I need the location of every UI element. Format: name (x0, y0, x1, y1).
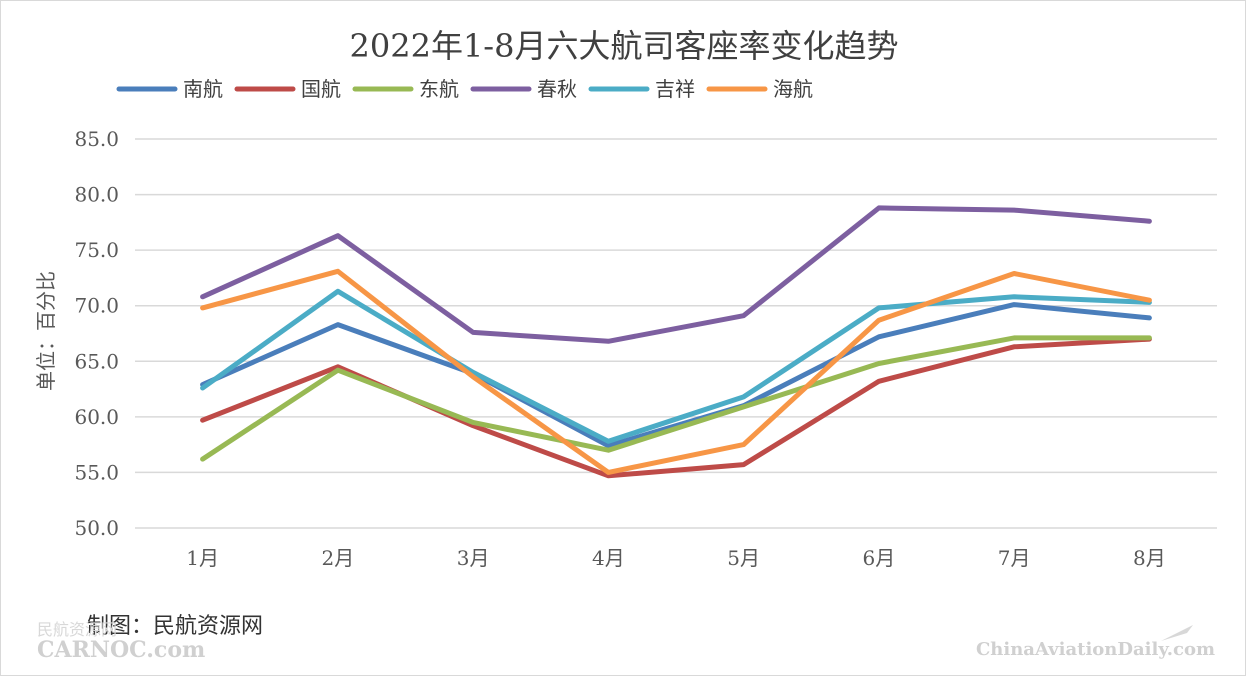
y-tick-label: 50.0 (74, 516, 119, 540)
legend-label: 海航 (773, 77, 813, 101)
x-tick-label: 4月 (592, 546, 625, 570)
legend-label: 国航 (301, 77, 341, 101)
y-axis-label: 单位：百分比 (34, 271, 58, 391)
legend-item: 东航 (352, 77, 459, 101)
y-axis-ticks: 50.0 55.0 60.0 65.0 70.0 75.0 80.0 85.0 (74, 127, 119, 540)
y-tick-label: 85.0 (74, 127, 119, 151)
x-tick-label: 2月 (322, 546, 355, 570)
series-line-5 (200, 288, 1152, 444)
series-lines (200, 205, 1152, 479)
legend-label: 东航 (419, 77, 459, 101)
series-line-1 (200, 302, 1152, 449)
plane-logo-icon (1161, 625, 1193, 641)
y-tick-label: 75.0 (74, 238, 119, 262)
chart-title: 2022年1-8月六大航司客座率变化趋势 (350, 27, 899, 65)
series-line-6 (200, 268, 1152, 475)
x-tick-label: 8月 (1133, 546, 1166, 570)
legend-label: 吉祥 (655, 77, 695, 101)
series-line-4 (200, 205, 1152, 344)
x-tick-label: 7月 (998, 546, 1031, 570)
y-tick-label: 65.0 (74, 349, 119, 373)
x-axis-ticks: 1月 2月 3月 4月 5月 6月 7月 8月 (186, 546, 1165, 570)
watermark-left-small: 民航资源网 (37, 620, 117, 639)
series-line-3 (200, 335, 1152, 462)
legend-item: 吉祥 (588, 77, 695, 101)
x-tick-label: 5月 (727, 546, 760, 570)
y-tick-label: 55.0 (74, 460, 119, 484)
x-tick-label: 3月 (457, 546, 490, 570)
credit-text: 制图：民航资源网 (87, 614, 263, 639)
y-tick-label: 70.0 (74, 294, 119, 318)
series-line-2 (200, 336, 1152, 479)
y-tick-label: 60.0 (74, 405, 119, 429)
legend: 南航 国航 东航 春秋 吉祥 海航 (116, 77, 813, 101)
legend-label: 南航 (183, 77, 223, 101)
legend-item: 海航 (706, 77, 813, 101)
legend-label: 春秋 (537, 77, 577, 101)
x-tick-label: 6月 (863, 546, 896, 570)
y-tick-label: 80.0 (74, 183, 119, 207)
watermark-carnoc: CARNOC.com (37, 637, 205, 663)
watermark-chinaaviationdaily: ChinaAviationDaily.com (976, 639, 1215, 660)
x-tick-label: 1月 (186, 546, 219, 570)
legend-item: 春秋 (470, 77, 577, 101)
legend-item: 南航 (116, 77, 223, 101)
legend-item: 国航 (234, 77, 341, 101)
